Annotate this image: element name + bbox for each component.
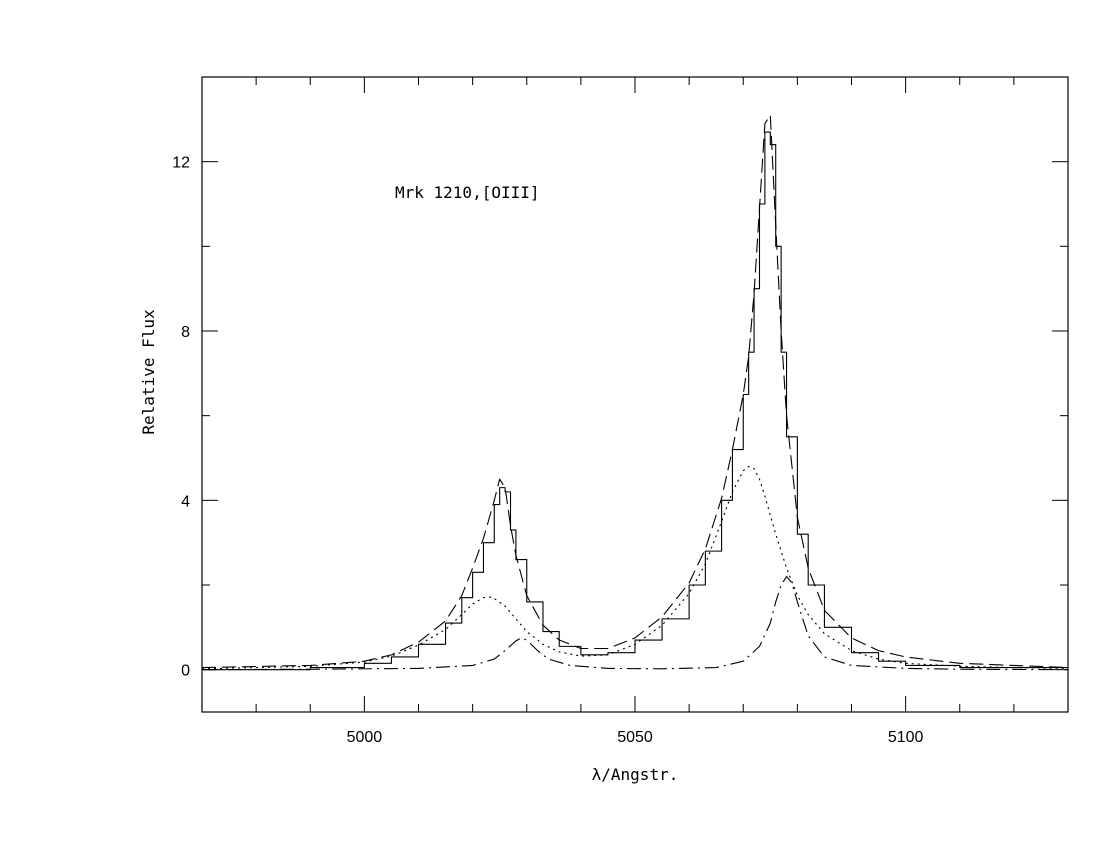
y-tick-label: 0: [181, 663, 190, 680]
y-tick-label: 8: [181, 324, 190, 341]
tick-group: 5000 5050 5100 0 4 8 12: [172, 76, 1069, 746]
series-line-dotted: [201, 465, 1069, 670]
chart-annotation: Mrk 1210,[OIII]: [395, 183, 540, 202]
x-tick-label: 5050: [617, 729, 653, 746]
x-axis-label: λ/Angstr.: [592, 765, 679, 784]
x-tick-label: 5000: [347, 729, 383, 746]
y-tick-label: 4: [181, 493, 190, 510]
series-line-solid-step: [202, 131, 1069, 671]
x-tick-label: 5100: [888, 729, 924, 746]
series-line-dashed: [201, 114, 1069, 669]
series-line-dash-dot: [201, 575, 1069, 671]
y-axis-label: Relative Flux: [139, 309, 158, 435]
series-group: [201, 114, 1069, 671]
y-tick-label: 12: [172, 155, 190, 172]
plot-frame: [201, 76, 1069, 713]
